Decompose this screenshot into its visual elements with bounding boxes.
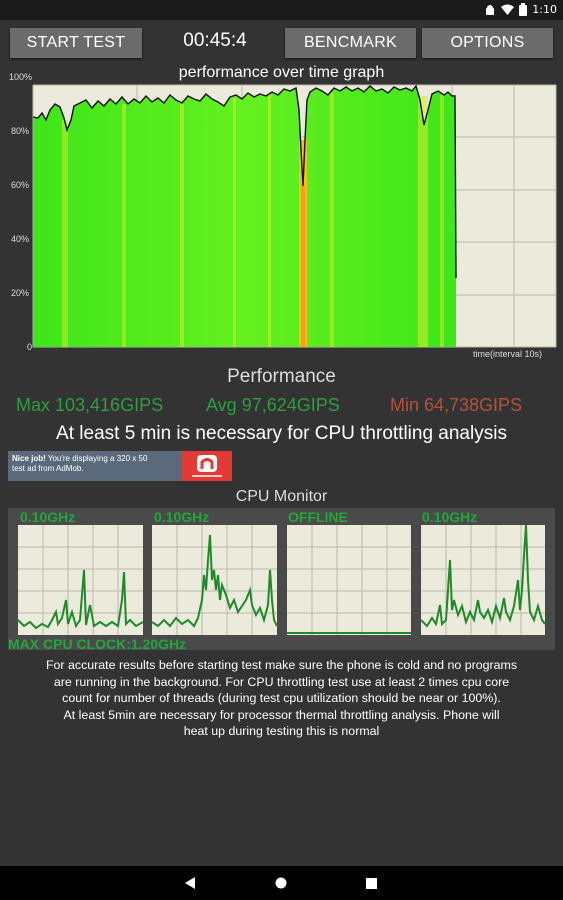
ad-headline: Nice job!: [12, 454, 46, 463]
y-tick-40: 40%: [11, 234, 30, 244]
y-tick-80: 80%: [11, 126, 30, 136]
performance-area: [33, 86, 456, 347]
cpu-core-graphs: [17, 524, 546, 635]
ad-banner[interactable]: Nice job! You're displaying a 320 x 50 t…: [8, 451, 232, 481]
min-stat: Min 64,738GIPS: [390, 395, 523, 415]
benchmark-button[interactable]: BENCMARK: [285, 28, 416, 58]
performance-heading: Performance: [227, 366, 336, 387]
admob-logo-icon: [192, 455, 222, 477]
performance-graph: [32, 84, 557, 348]
performance-line: [32, 84, 457, 279]
core-2-label: OFFLINE: [288, 509, 348, 525]
home-icon[interactable]: [275, 877, 287, 889]
core-3-graph: [420, 524, 546, 635]
max-cpu-clock: MAX CPU CLOCK:1.20GHz: [8, 636, 187, 652]
options-button[interactable]: OPTIONS: [422, 28, 553, 58]
core-2-graph: [287, 525, 411, 635]
ad-text: Nice job! You're displaying a 320 x 50 t…: [12, 454, 180, 474]
start-test-button[interactable]: START TEST: [10, 28, 142, 58]
recents-icon[interactable]: [366, 878, 377, 889]
status-bar: 1:10: [0, 0, 563, 20]
note-line-2: are running in the background. For CPU t…: [53, 674, 510, 689]
core-3-label: 0.10GHz: [422, 509, 478, 525]
wifi-icon: [501, 4, 515, 15]
y-tick-60: 60%: [11, 180, 30, 190]
core-0-graph: [17, 525, 144, 635]
cpu-monitor-title: CPU Monitor: [235, 488, 328, 505]
note-line-1: For accurate results before starting tes…: [45, 658, 518, 672]
note-line-4: At least 5min are necessary for processo…: [63, 707, 500, 722]
instructions-note: For accurate results before starting tes…: [6, 657, 557, 740]
graph-title: performance over time graph: [178, 64, 385, 81]
y-tick-20: 20%: [11, 288, 30, 298]
note-line-3: count for number of threads (during test…: [62, 691, 501, 705]
status-time: 1:10: [532, 3, 557, 16]
battery-icon: [519, 3, 528, 16]
status-icons: 1:10: [484, 3, 557, 16]
core-0-label: 0.10GHz: [20, 509, 76, 525]
y-tick-100: 100%: [9, 72, 33, 82]
elapsed-timer: 00:45:4: [183, 30, 247, 51]
avg-stat: Avg 97,624GIPS: [206, 395, 340, 415]
x-axis-label: time(interval 10s): [473, 349, 543, 359]
ad-line2: test ad from AdMob.: [12, 464, 84, 473]
android-icon: [486, 4, 495, 15]
admob-logo: [182, 451, 232, 481]
note-line-5: heat up during testing this is normal: [183, 724, 380, 738]
throttling-warning: At least 5 min is necessary for CPU thro…: [56, 423, 507, 444]
throttle-stripe-core: [301, 186, 305, 347]
ad-line1: You're displaying a 320 x 50: [45, 454, 148, 463]
max-stat: Max 103,416GIPS: [16, 395, 164, 415]
back-icon[interactable]: [184, 877, 196, 889]
heat-stripes: [62, 93, 444, 347]
y-tick-0: 0: [27, 342, 33, 352]
navigation-bar: [0, 866, 563, 900]
core-1-label: 0.10GHz: [154, 509, 210, 525]
core-1-graph: [151, 525, 278, 635]
